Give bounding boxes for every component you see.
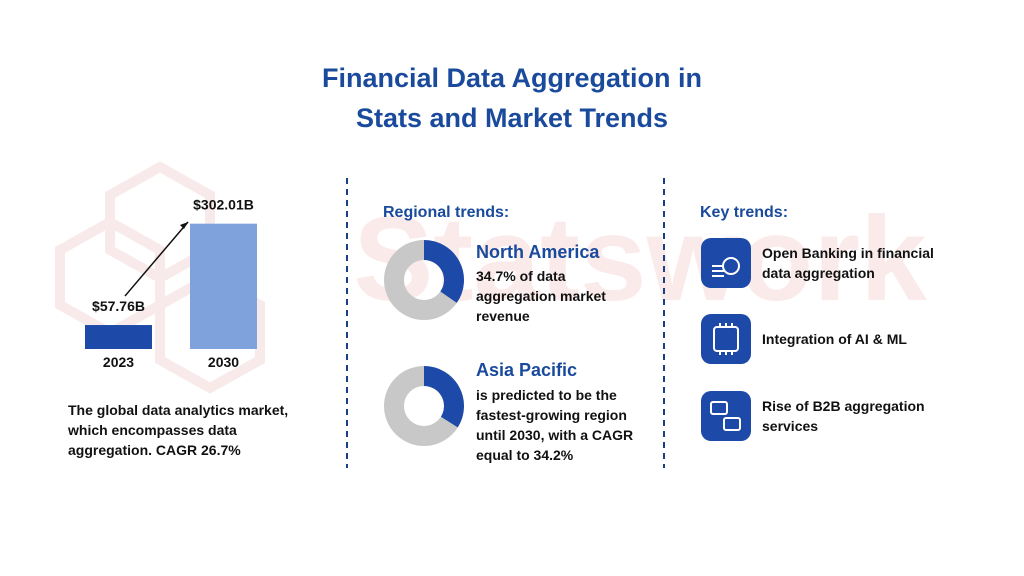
key-trend: Open Banking in financial data aggregati…: [762, 245, 934, 281]
donut-segment: [424, 366, 464, 428]
briefcase-icon: [710, 401, 728, 415]
stack-icon: [712, 265, 724, 277]
value-label: $302.01B: [193, 197, 254, 213]
market-note: The global data analytics market, which …: [68, 402, 289, 458]
category-label: 2030: [208, 354, 239, 370]
region-description: 34.7% of data aggregation market revenue: [476, 268, 606, 324]
icon-box: [701, 314, 751, 364]
regional-heading: Regional trends:: [383, 204, 510, 221]
title: Financial Data Aggregation in Stats and …: [321, 63, 703, 133]
growth-arrow: [124, 221, 189, 297]
category-label: 2023: [103, 354, 134, 370]
key-trend: Rise of B2B aggregation services: [762, 398, 925, 434]
chip-pins: [719, 323, 733, 355]
icon-box: [701, 391, 751, 441]
arrow-head: [180, 222, 188, 229]
region-name: North America: [476, 242, 600, 262]
region-name: Asia Pacific: [476, 360, 578, 380]
key-trends-heading: Key trends:: [700, 204, 789, 221]
bar: [85, 325, 152, 349]
trend-icons: [701, 238, 751, 441]
value-label: $57.76B: [92, 298, 145, 314]
key-trend: Integration of AI & ML: [762, 331, 907, 347]
briefcase-icon: [723, 417, 741, 431]
icon-box: [701, 238, 751, 288]
region-description: is predicted to be the fastest-growing r…: [476, 387, 634, 463]
bar: [190, 223, 257, 349]
donut-segment: [424, 240, 464, 303]
